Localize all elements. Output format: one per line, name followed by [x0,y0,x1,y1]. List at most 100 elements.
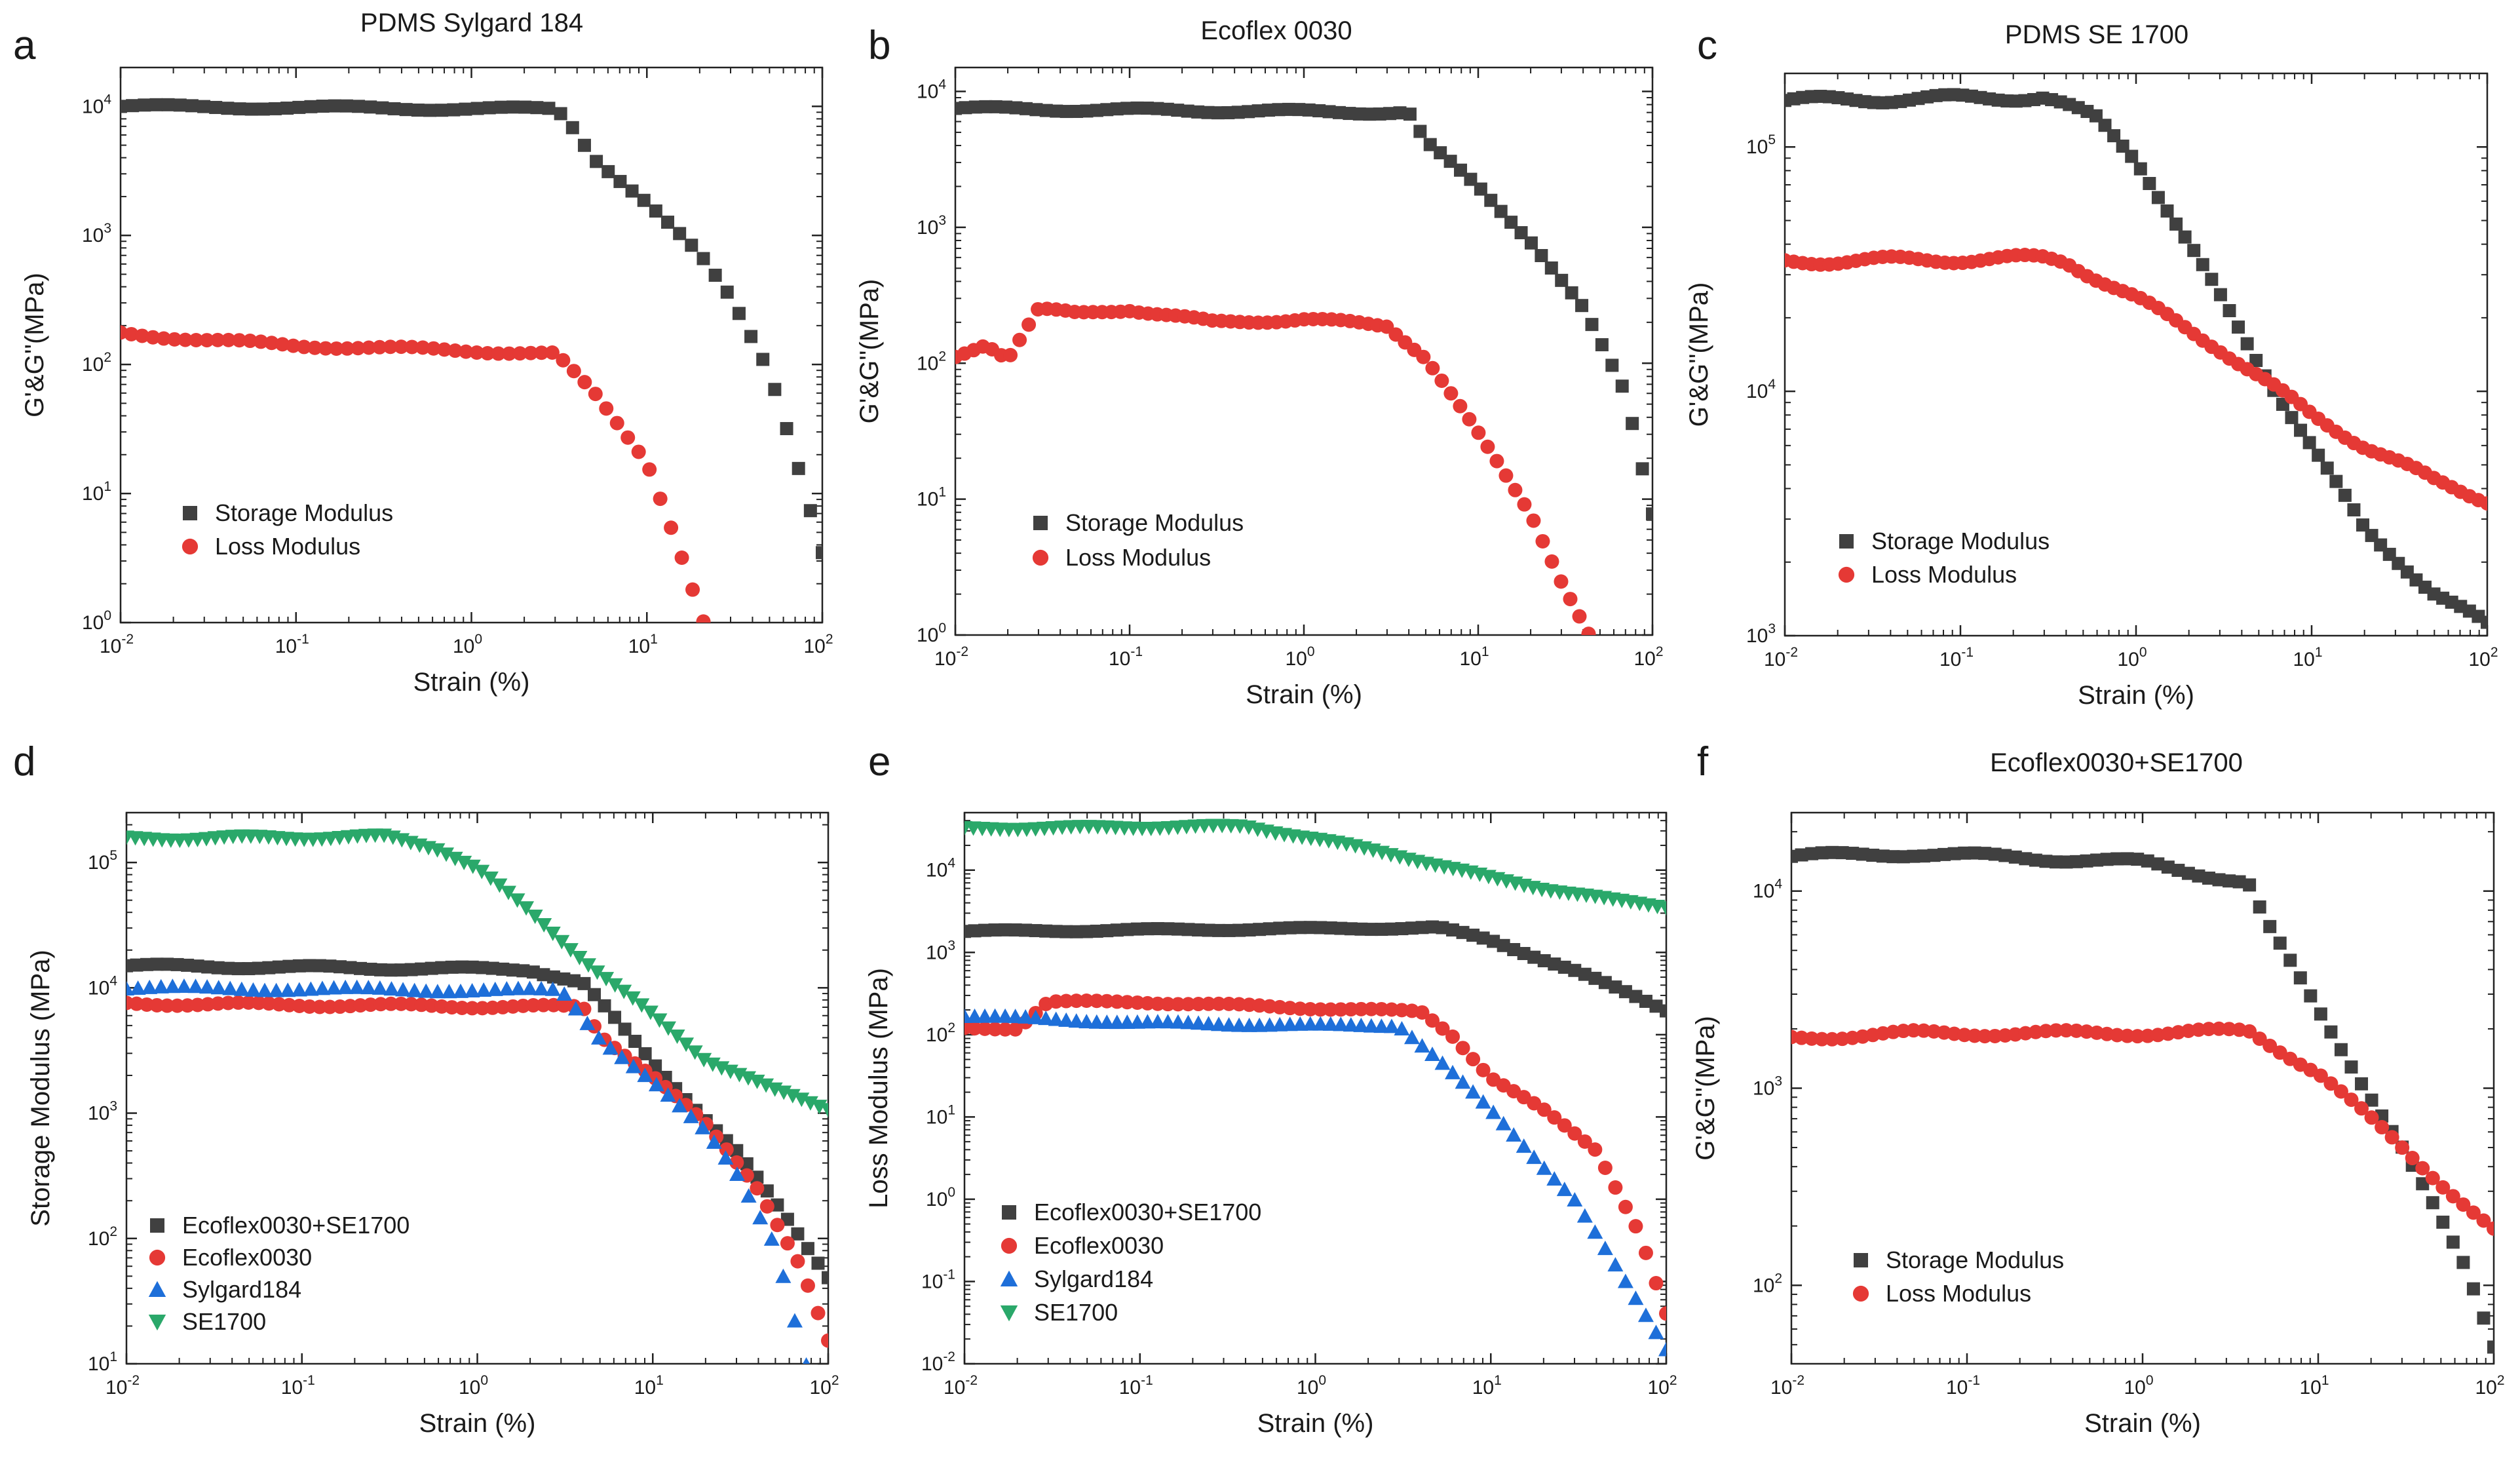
data-point [2405,1151,2420,1166]
data-point [822,1271,828,1284]
data-point [1038,1011,1054,1026]
data-point [775,1268,792,1283]
y-tick-label: 103 [1753,1074,1782,1100]
panel-e: e 10-2 10-1 100 101 102 10-2 10-1 100 101 102 103 10… [864,739,1677,1438]
data-point [1454,163,1468,177]
data-point [2304,989,2318,1003]
data-point [2080,854,2093,868]
data-point [384,963,398,977]
data-point [638,1047,652,1060]
legend-label: Ecoflex0030+SE1700 [1034,1199,1261,1225]
data-point [1649,1276,1664,1291]
data-point [544,981,561,996]
legend-label: Loss Modulus [1065,544,1211,571]
data-point [2240,337,2254,351]
x-axis-label: Strain (%) [1257,1409,1374,1438]
data-point [1312,1016,1329,1031]
data-point [231,995,246,1010]
data-point [272,960,286,974]
data-point [2333,1084,2348,1099]
data-point [1019,923,1033,937]
data-point [1171,922,1185,936]
data-point [628,1034,642,1048]
data-point [687,1045,703,1060]
data-point [1221,996,1236,1011]
y-tick-label: 101 [88,1349,117,1375]
data-point [1019,102,1033,115]
data-point [614,1049,630,1064]
x-tick-label: 101 [1472,1373,1502,1398]
data-point [588,988,601,1001]
data-point [1068,1013,1084,1028]
data-point [372,980,388,995]
data-point [2324,1025,2338,1039]
data-point [1241,1017,1257,1032]
data-point [469,345,484,360]
data-point [1110,102,1124,116]
data-point [1403,1030,1420,1045]
data-point [500,885,516,900]
data-point [598,999,611,1013]
legend-marker [148,1281,166,1297]
data-point [339,341,354,356]
data-point [351,341,366,356]
legend-marker [1000,1305,1018,1322]
legend-label: SE1700 [1034,1299,1118,1326]
data-point [404,339,419,355]
data-point [659,1071,672,1085]
x-tick-label: 102 [2475,1373,2504,1398]
data-point [1646,507,1652,521]
data-point [763,1231,780,1246]
data-point [465,960,479,974]
data-point [1947,847,1961,860]
data-point [1149,1014,1166,1029]
data-point [518,901,535,916]
legend-label: Sylgard184 [182,1276,301,1303]
data-point [999,100,1013,114]
data-point [1303,921,1317,935]
data-point [1453,398,1468,414]
data-point [567,1001,584,1016]
data-point [565,121,579,134]
y-tick-label: 104 [1753,877,1782,902]
data-point [1003,347,1018,362]
data-point [979,100,993,113]
data-point [1876,849,1890,863]
data-point [998,1022,1013,1037]
legend-marker [1000,1270,1018,1286]
y-tick-label: 102 [926,1020,955,1046]
legend-marker [1854,1253,1868,1267]
data-point [1263,922,1276,936]
legend-label: Storage Modulus [1871,528,2050,554]
data-point [1283,921,1297,935]
legend-label: Sylgard184 [1034,1265,1153,1292]
data-point [987,1008,1003,1023]
series-ecoflex0030-se1700 [126,957,828,1284]
legend-label: Ecoflex0030 [182,1244,312,1271]
data-point [2253,900,2266,914]
data-point [1141,922,1155,936]
data-point [1343,1017,1359,1032]
data-point [394,996,409,1011]
data-point [1273,921,1287,935]
data-point [251,995,266,1011]
data-point [491,878,508,893]
data-point [423,104,436,117]
data-point [2313,1068,2328,1083]
data-point [536,918,552,933]
series-storage-modulus [955,100,1652,521]
data-point [1886,850,1900,864]
series-loss-modulus [955,301,1596,635]
data-point [1364,923,1378,936]
data-point [642,462,657,477]
data-point [589,965,605,980]
data-point [660,1021,676,1036]
data-point [1434,146,1447,160]
data-point [1588,971,1602,985]
data-point [1476,1062,1491,1077]
data-point [456,855,472,870]
data-point [2131,853,2145,866]
data-point [363,997,378,1013]
data-point [1060,925,1073,938]
data-point [567,974,581,988]
